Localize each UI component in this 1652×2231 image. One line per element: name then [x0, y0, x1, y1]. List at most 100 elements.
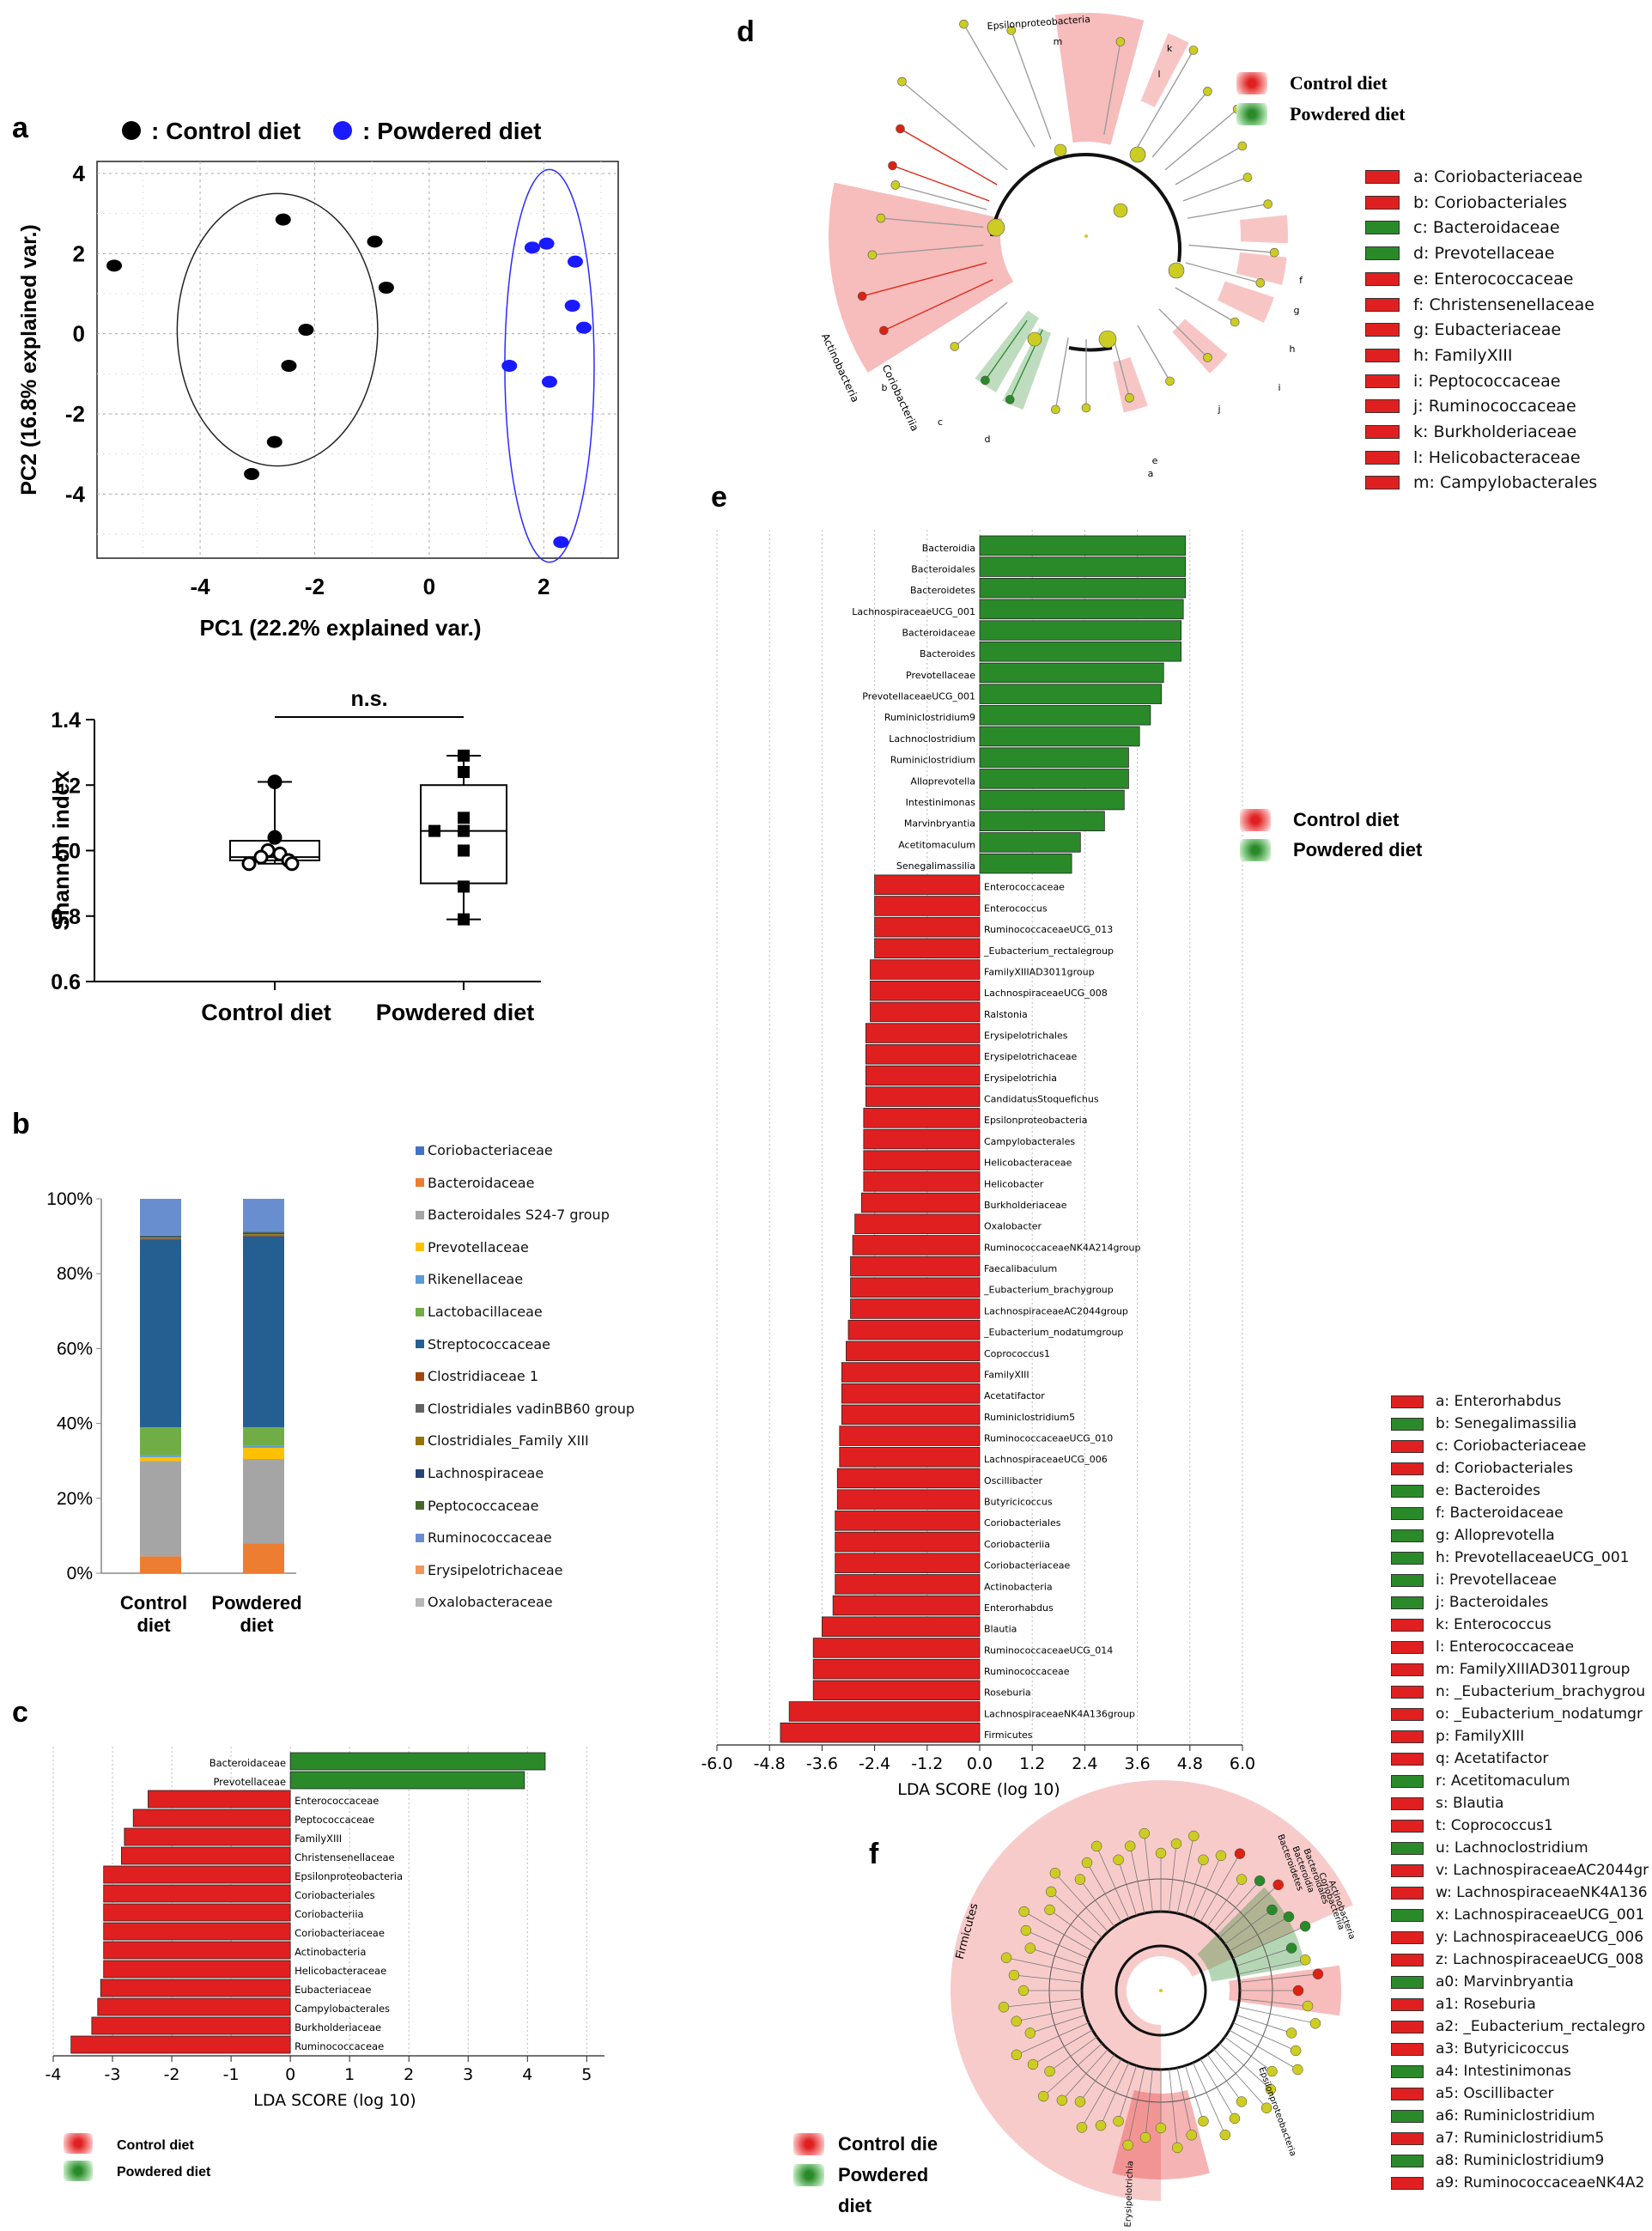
control-sample-point [367, 235, 383, 248]
stacked-legend-swatch [416, 1501, 424, 1511]
ldac-category-label: Helicobacteraceae [295, 1965, 386, 1977]
cladogram-f-key-swatch [1391, 2020, 1424, 2033]
cladogram-f-key-item: h: PrevotellaceaeUCG_001 [1391, 1549, 1630, 1566]
cladogram-d-key-swatch [1365, 271, 1400, 286]
clade-letter-label: f [1299, 275, 1303, 286]
cladogram-branch [902, 81, 1008, 171]
cladogram-f-key-item: j: Bacteroidales [1391, 1594, 1548, 1611]
cladogram-f-branch [1049, 2036, 1097, 2072]
stacked-legend-label: Rikenellaceae [428, 1271, 524, 1288]
ldae-bar [812, 1658, 981, 1680]
cladogram-f-branch [1118, 2065, 1137, 2122]
ldae-bar [865, 1086, 981, 1107]
stacked-legend-item: Clostridiales_Family XIII [416, 1432, 589, 1449]
cladogram-node [1255, 278, 1266, 288]
cladogram-f-node [1024, 2027, 1036, 2039]
stacked-y-tick-label: 0% [67, 1564, 93, 1584]
ldac-category-label: Ruminococcaceae [295, 2040, 384, 2052]
ldae-bar [979, 684, 1163, 704]
cladogram-f-key-item: q: Acetatifactor [1391, 1750, 1548, 1767]
cladogram-f-key-swatch [1391, 1462, 1424, 1475]
lda-chart-e: -6.0 -4.8 -3.6 -2.4 -1.2 0.0 1.2 2.4 3.6 4.8 6.0 LD… [701, 530, 1255, 1799]
legend-e: Control diet Powdered diet [1240, 807, 1463, 876]
cladogram-f-key-item: a5: Oscillibacter [1391, 2085, 1554, 2102]
ldac-x-tick-label: -3 [105, 2065, 121, 2084]
cladogram-node [1006, 26, 1017, 35]
cladogram-f-key-label: a2: _Eubacterium_rectalegro [1436, 2018, 1646, 2035]
cladogram-branch [880, 217, 984, 228]
cladogram-branch [1054, 337, 1069, 410]
ldae-bar [979, 662, 1164, 684]
cladogram-node [1237, 141, 1248, 151]
cladogram-f-key-swatch [1391, 1975, 1424, 1989]
cladogram-f-branch [1232, 1925, 1306, 1959]
ldae-category-label: Coriobacteriia [984, 1539, 1050, 1550]
cladogram-f-key-swatch [1391, 1953, 1424, 1967]
cladogram-f-key-item: a0: Marvinbryantia [1391, 1973, 1574, 1991]
cladogram-node [959, 19, 969, 29]
box-data-point [253, 849, 269, 865]
ldac-x-tick-label: 0 [285, 2065, 295, 2084]
legend-f-control-swatch [793, 2133, 824, 2155]
cladogram-d-key-swatch [1365, 170, 1400, 184]
stacked-legend-item: Lactobacillaceae [416, 1304, 543, 1320]
stacked-x-tick-label: diet [137, 1614, 171, 1636]
cladogram-f-key-item: a8: Ruminiclostridium9 [1391, 2152, 1604, 2169]
pca-x-tick-label: -2 [305, 574, 325, 599]
ldac-x-tick-label: 2 [404, 2065, 414, 2084]
ldae-bar [780, 1722, 981, 1743]
cladogram-f-branch [1100, 2062, 1129, 2126]
cladogram-f-branch [1193, 2062, 1226, 2136]
stacked-legend-label: Coriobacteriaceae [428, 1142, 553, 1158]
ldae-category-label: CandidatusStoquefichus [984, 1094, 1099, 1105]
stacked-bar-segment [140, 1426, 181, 1456]
stacked-legend-swatch [416, 1274, 424, 1284]
stacked-legend-label: Lachnospiraceae [428, 1465, 544, 1481]
cladogram-node [888, 161, 897, 171]
cladogram-f-key-swatch [1391, 2087, 1424, 2100]
cladogram-f-node [1292, 1985, 1304, 1997]
cladogram-f-key-label: a0: Marvinbryantia [1436, 1973, 1574, 1991]
cladogram-f-branch [1016, 2006, 1084, 2022]
stacked-legend-item: Prevotellaceae [416, 1239, 529, 1255]
ldae-bar [860, 1192, 981, 1213]
cladogram-f-node [1299, 1954, 1311, 1966]
powdered-sample-point [538, 237, 555, 250]
ldac-x-tick-label: -1 [223, 2065, 240, 2084]
ldae-category-label: RuminococcaceaeUCG_010 [984, 1433, 1113, 1444]
cladogram-f-node [1265, 2083, 1277, 2095]
cladogram-f-branch [1144, 1833, 1153, 1912]
ldac-category-label: Enterococcaceae [295, 1795, 379, 1807]
cladogram-d-key-label: h: FamilyXIII [1413, 345, 1513, 365]
stacked-y-tick-label: 20% [57, 1489, 93, 1509]
box-data-point [458, 880, 470, 893]
ldae-bar [979, 641, 1182, 662]
cladogram-node [1230, 317, 1240, 327]
cladogram-f-node [1020, 1924, 1032, 1936]
cladogram-f-branch [1213, 2049, 1267, 2109]
shannon-y-tick-label: 1.4 [51, 708, 81, 733]
cladogram-d-key-label: i: Peptococcaceae [1413, 371, 1561, 391]
cladogram-f-key-item: m: FamilyXIIIAD3011group [1391, 1661, 1630, 1678]
cladogram-f-ring-inner [1114, 1944, 1207, 2037]
cladogram-f-key-swatch [1391, 1729, 1424, 1743]
cladogram-f-key-label: z: LachnospiraceaeUCG_008 [1436, 1951, 1644, 1968]
legend-c-control-swatch [64, 2133, 93, 2154]
cladogram-f-key-swatch [1391, 2176, 1424, 2190]
ldae-bar [835, 1531, 981, 1553]
stacked-legend-label: Bacteroidales S24-7 group [428, 1207, 610, 1224]
clade-letter-label: a [1148, 468, 1154, 479]
ldae-bar [841, 1404, 981, 1426]
ldae-category-label: Acetitomaculum [898, 839, 975, 850]
clade-highlight-actinobacteria [829, 182, 1014, 373]
pca-legend-powdered-label: : Powdered diet [362, 118, 542, 144]
cladogram-f-branch [1200, 1853, 1241, 1923]
ldae-bar [979, 577, 1187, 599]
ldae-x-tick-label: -2.4 [859, 1754, 890, 1773]
cladogram-d-key-label: c: Bacteroidaceae [1413, 218, 1560, 238]
cladogram-d-key-label: g: Eubacteriaceae [1413, 320, 1562, 340]
legend-c-powdered-label: Powdered diet [117, 2165, 211, 2179]
stacked-bar-segment [140, 1238, 181, 1240]
ldae-category-label: Faecalibaculum [984, 1263, 1057, 1274]
pca-frame [96, 161, 619, 559]
